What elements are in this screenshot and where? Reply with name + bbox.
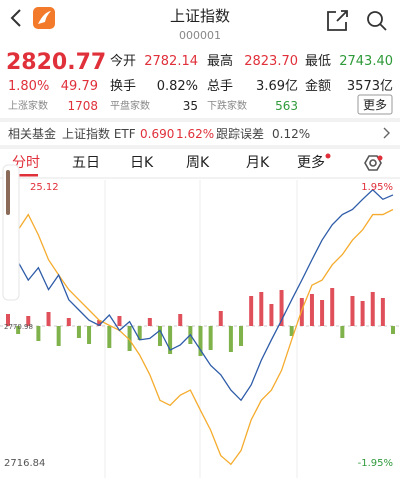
price: 2820.77 [6, 50, 107, 75]
fund-label: 相关基金 [8, 127, 57, 141]
volume-bar [198, 326, 203, 356]
volume-bar [36, 326, 41, 341]
volume-bar [168, 326, 173, 354]
price-line [7, 208, 394, 466]
volume-bar [279, 290, 284, 326]
breadth-value: 563 [275, 99, 298, 113]
volume-bar [26, 316, 31, 326]
volume-bar [127, 326, 132, 351]
fund-name[interactable]: 上证指数 ETF [62, 127, 136, 141]
volume-bar [6, 314, 10, 326]
title: 上证指数 [169, 7, 230, 25]
stat-label: 总手 [207, 79, 234, 94]
tab[interactable]: 分时 [12, 155, 40, 171]
stat-label: 最低 [305, 54, 332, 69]
volume-bar [97, 320, 102, 326]
volume-bar [391, 326, 395, 334]
price-tick-label: 2770.98 [4, 323, 33, 331]
volume-bar [56, 326, 61, 346]
price-tick-label: 25.12 [30, 182, 59, 193]
tab-underline [12, 174, 38, 177]
stat-label: 今开 [110, 54, 137, 69]
stat-label: 换手 [110, 79, 137, 94]
more-button[interactable]: 更多 [362, 98, 387, 112]
separator [0, 118, 400, 122]
volume-bar [218, 311, 223, 326]
price-tick-label: 2716.84 [4, 458, 45, 469]
volume-bar [178, 314, 183, 326]
breadth-label: 下跌家数 [207, 101, 247, 112]
stat-label: 最高 [207, 54, 234, 69]
volume-bar [157, 326, 162, 346]
stat-value: 2782.14 [144, 54, 198, 69]
tab[interactable]: 五日 [72, 155, 100, 171]
volume-bar [87, 326, 92, 344]
separator [0, 145, 400, 149]
volume-bar [137, 326, 142, 340]
volume-bar [320, 300, 325, 326]
code: 000001 [179, 29, 221, 42]
volume-bar [309, 294, 314, 326]
volume-bar [269, 304, 274, 326]
volume-bar [330, 288, 335, 326]
volume-bar [249, 296, 254, 326]
volume-bar [76, 326, 81, 338]
volume-bar [370, 292, 375, 326]
volume-bar [228, 326, 233, 352]
more-button-frame[interactable] [357, 94, 393, 115]
volume-bar [239, 326, 244, 346]
volume-bar [350, 296, 355, 326]
error-value: 0.12% [272, 127, 311, 141]
settings-button[interactable] [364, 155, 382, 171]
stat-value: 0.82% [156, 79, 198, 94]
volume-bar [380, 298, 385, 326]
volume-bar [46, 312, 51, 326]
chevron[interactable] [383, 127, 390, 139]
volume-bar [360, 301, 365, 326]
stat-label: 金额 [305, 79, 332, 94]
share-button[interactable] [327, 10, 348, 31]
volume-bar [16, 326, 21, 334]
volume-bar [208, 326, 213, 350]
tab[interactable]: 日K [130, 155, 154, 171]
volume-bar [340, 326, 345, 338]
stat-value: 3573亿 [346, 79, 393, 94]
breadth-label: 上涨家数 [8, 101, 48, 112]
breadth-label: 平盘家数 [110, 101, 150, 112]
breadth-value: 1708 [67, 99, 98, 113]
stat-value: 2823.70 [244, 54, 298, 69]
tab[interactable]: 周K [186, 155, 210, 171]
breadth-value: 35 [182, 99, 198, 113]
volume-bar [289, 326, 294, 336]
volume-bar [66, 318, 71, 326]
search-button[interactable] [367, 11, 387, 31]
volume-bar [107, 326, 112, 348]
badge-dot [325, 153, 331, 159]
scroll-handle [2, 164, 20, 301]
error-label: 跟踪误差 [216, 127, 265, 141]
stat-value: 3.69亿 [256, 79, 298, 94]
back-button[interactable] [10, 9, 21, 27]
fund-change: 1.62% [176, 127, 215, 141]
badge-dot [377, 155, 383, 161]
y-tick-label: -1.95% [358, 458, 393, 469]
volume-bar [259, 292, 264, 326]
stat-value: 2743.40 [339, 54, 393, 69]
volume-bar [147, 318, 152, 326]
fund-price: 0.690 [140, 127, 175, 141]
scroll-thumb [6, 170, 10, 215]
app-icon-mark [38, 11, 51, 24]
price-line [7, 188, 394, 402]
volume-bar [117, 316, 122, 326]
tab[interactable]: 更多 [297, 155, 325, 171]
tab[interactable]: 月K [246, 155, 270, 171]
change: 49.79 [60, 79, 98, 94]
y-tick-label: 1.95% [361, 182, 393, 193]
change-pct: 1.80% [8, 79, 50, 94]
